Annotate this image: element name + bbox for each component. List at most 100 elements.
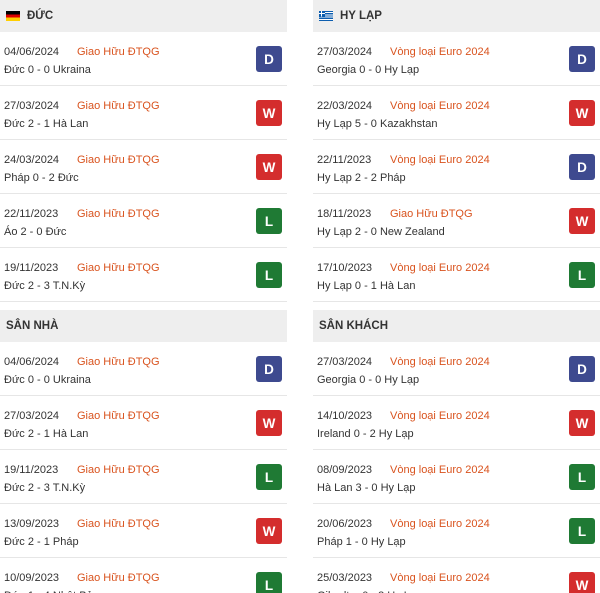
match-competition-link[interactable]: Vòng loại Euro 2024 — [390, 572, 490, 584]
match-row[interactable]: 13/09/2023 Giao Hữu ĐTQG Đức 2 - 1 Pháp W — [0, 504, 287, 558]
match-result: Georgia 0 - 0 Hy Lạp — [317, 64, 420, 76]
match-competition-link[interactable]: Giao Hữu ĐTQG — [77, 410, 160, 422]
recent-matches-list: 27/03/2024 Vòng loại Euro 2024 Georgia 0 -… — [313, 32, 600, 302]
match-date: 20/06/2023 — [317, 518, 373, 530]
match-row[interactable]: 22/03/2024 Vòng loại Euro 2024 Hy Lạp 5 - … — [313, 86, 600, 140]
flag-greece-icon — [319, 11, 333, 21]
match-row[interactable]: 14/10/2023 Vòng loại Euro 2024 Ireland 0 -… — [313, 396, 600, 450]
result-badge: L — [256, 464, 282, 490]
match-competition-link[interactable]: Vòng loại Euro 2024 — [390, 356, 490, 368]
match-result: Hy Lạp 5 - 0 Kazakhstan — [317, 118, 438, 130]
match-row[interactable]: 04/06/2024 Giao Hữu ĐTQG Đức 0 - 0 Ukraina… — [0, 32, 287, 86]
match-row[interactable]: 19/11/2023 Giao Hữu ĐTQG Đức 2 - 3 T.N.Kỳ L — [0, 450, 287, 504]
section-header-away[interactable]: SÂN KHÁCH — [313, 310, 600, 342]
match-competition-link[interactable]: Vòng loại Euro 2024 — [390, 46, 490, 58]
home-matches-list: 04/06/2024 Giao Hữu ĐTQG Đức 0 - 0 Ukraina… — [0, 342, 287, 593]
match-competition-link[interactable]: Vòng loại Euro 2024 — [390, 518, 490, 530]
section-header-greece[interactable]: HY LẠP — [313, 0, 600, 32]
match-result: Đức 0 - 0 Ukraina — [4, 64, 91, 76]
match-competition-link[interactable]: Giao Hữu ĐTQG — [77, 100, 160, 112]
match-competition-link[interactable]: Vòng loại Euro 2024 — [390, 262, 490, 274]
match-date: 27/03/2024 — [4, 100, 60, 112]
section-header-home[interactable]: SÂN NHÀ — [0, 310, 287, 342]
match-competition-link[interactable]: Giao Hữu ĐTQG — [77, 154, 160, 166]
result-badge: D — [256, 356, 282, 382]
match-competition-link[interactable]: Giao Hữu ĐTQG — [77, 572, 160, 584]
match-date: 27/03/2024 — [317, 46, 373, 58]
match-date: 22/03/2024 — [317, 100, 373, 112]
match-date: 04/06/2024 — [4, 356, 60, 368]
match-competition-link[interactable]: Giao Hữu ĐTQG — [77, 518, 160, 530]
match-result: Gibraltar 0 - 3 Hy Lạp — [317, 590, 422, 593]
match-result: Hà Lan 3 - 0 Hy Lạp — [317, 482, 416, 494]
match-result: Đức 2 - 3 T.N.Kỳ — [4, 482, 86, 494]
match-row[interactable]: 08/09/2023 Vòng loại Euro 2024 Hà Lan 3 - … — [313, 450, 600, 504]
match-competition-link[interactable]: Vòng loại Euro 2024 — [390, 464, 490, 476]
match-result: Áo 2 - 0 Đức — [4, 226, 67, 238]
match-date: 19/11/2023 — [4, 464, 59, 476]
match-row[interactable]: 18/11/2023 Giao Hữu ĐTQG Hy Lạp 2 - 0 New … — [313, 194, 600, 248]
result-badge: D — [569, 46, 595, 72]
match-competition-link[interactable]: Giao Hữu ĐTQG — [77, 464, 160, 476]
match-row[interactable]: 20/06/2023 Vòng loại Euro 2024 Pháp 1 - 0 … — [313, 504, 600, 558]
match-row[interactable]: 19/11/2023 Giao Hữu ĐTQG Đức 2 - 3 T.N.Kỳ L — [0, 248, 287, 302]
result-badge: L — [569, 262, 595, 288]
result-badge: L — [256, 572, 282, 593]
germany-column: ĐỨC 04/06/2024 Giao Hữu ĐTQG Đức 0 - 0 Ukr… — [0, 0, 287, 593]
match-competition-link[interactable]: Giao Hữu ĐTQG — [77, 356, 160, 368]
result-badge: W — [569, 410, 595, 436]
result-badge: W — [569, 208, 595, 234]
match-row[interactable]: 27/03/2024 Giao Hữu ĐTQG Đức 2 - 1 Hà Lan W — [0, 396, 287, 450]
match-date: 27/03/2024 — [4, 410, 60, 422]
match-date: 18/11/2023 — [317, 208, 372, 220]
result-badge: W — [569, 572, 595, 593]
match-date: 22/11/2023 — [317, 154, 372, 166]
match-row[interactable]: 17/10/2023 Vòng loại Euro 2024 Hy Lạp 0 - … — [313, 248, 600, 302]
match-result: Đức 2 - 3 T.N.Kỳ — [4, 280, 86, 292]
result-badge: D — [569, 154, 595, 180]
match-competition-link[interactable]: Vòng loại Euro 2024 — [390, 154, 490, 166]
match-result: Đức 0 - 0 Ukraina — [4, 374, 91, 386]
match-date: 14/10/2023 — [317, 410, 373, 422]
result-badge: D — [569, 356, 595, 382]
match-competition-link[interactable]: Giao Hữu ĐTQG — [77, 46, 160, 58]
result-badge: W — [256, 518, 282, 544]
match-date: 17/10/2023 — [317, 262, 373, 274]
match-date: 25/03/2023 — [317, 572, 373, 584]
result-badge: W — [256, 100, 282, 126]
match-row[interactable]: 22/11/2023 Giao Hữu ĐTQG Áo 2 - 0 Đức L — [0, 194, 287, 248]
section-title: SÂN KHÁCH — [319, 320, 388, 332]
result-badge: L — [256, 208, 282, 234]
match-date: 13/09/2023 — [4, 518, 60, 530]
match-row[interactable]: 22/11/2023 Vòng loại Euro 2024 Hy Lạp 2 - … — [313, 140, 600, 194]
match-result: Ireland 0 - 2 Hy Lạp — [317, 428, 414, 440]
match-competition-link[interactable]: Vòng loại Euro 2024 — [390, 100, 490, 112]
match-date: 27/03/2024 — [317, 356, 373, 368]
match-competition-link[interactable]: Giao Hữu ĐTQG — [77, 208, 160, 220]
match-row[interactable]: 10/09/2023 Giao Hữu ĐTQG Đức 1 - 4 Nhật Bả… — [0, 558, 287, 593]
match-date: 04/06/2024 — [4, 46, 60, 58]
match-row[interactable]: 24/03/2024 Giao Hữu ĐTQG Pháp 0 - 2 Đức W — [0, 140, 287, 194]
section-title: SÂN NHÀ — [6, 320, 59, 332]
away-matches-list: 27/03/2024 Vòng loại Euro 2024 Georgia 0 -… — [313, 342, 600, 593]
match-result: Hy Lạp 0 - 1 Hà Lan — [317, 280, 416, 292]
match-result: Đức 2 - 1 Hà Lan — [4, 428, 89, 440]
result-badge: L — [256, 262, 282, 288]
section-title: HY LẠP — [340, 10, 382, 22]
match-competition-link[interactable]: Giao Hữu ĐTQG — [390, 208, 473, 220]
match-result: Hy Lạp 2 - 2 Pháp — [317, 172, 406, 184]
match-row[interactable]: 27/03/2024 Giao Hữu ĐTQG Đức 2 - 1 Hà Lan W — [0, 86, 287, 140]
match-competition-link[interactable]: Giao Hữu ĐTQG — [77, 262, 160, 274]
section-header-germany[interactable]: ĐỨC — [0, 0, 287, 32]
section-title: ĐỨC — [27, 10, 54, 22]
match-competition-link[interactable]: Vòng loại Euro 2024 — [390, 410, 490, 422]
recent-matches-list: 04/06/2024 Giao Hữu ĐTQG Đức 0 - 0 Ukraina… — [0, 32, 287, 302]
result-badge: L — [569, 464, 595, 490]
match-row[interactable]: 25/03/2023 Vòng loại Euro 2024 Gibraltar 0… — [313, 558, 600, 593]
match-row[interactable]: 04/06/2024 Giao Hữu ĐTQG Đức 0 - 0 Ukraina… — [0, 342, 287, 396]
match-row[interactable]: 27/03/2024 Vòng loại Euro 2024 Georgia 0 -… — [313, 342, 600, 396]
result-badge: W — [256, 410, 282, 436]
match-date: 10/09/2023 — [4, 572, 60, 584]
match-row[interactable]: 27/03/2024 Vòng loại Euro 2024 Georgia 0 -… — [313, 32, 600, 86]
match-result: Đức 2 - 1 Pháp — [4, 536, 79, 548]
